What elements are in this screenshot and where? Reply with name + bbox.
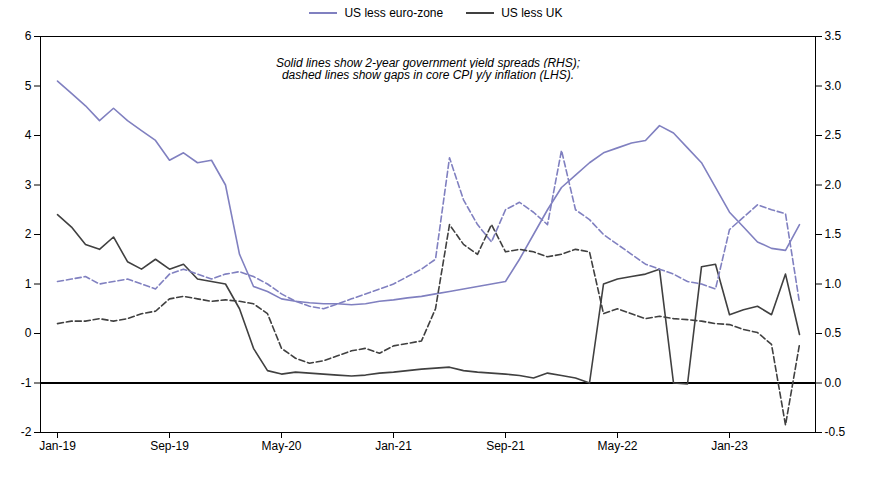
- svg-text:-2: -2: [21, 425, 32, 439]
- svg-text:4: 4: [25, 128, 32, 142]
- svg-text:Jan-23: Jan-23: [711, 439, 748, 453]
- svg-text:Sep-21: Sep-21: [486, 439, 525, 453]
- svg-text:Jan-21: Jan-21: [375, 439, 412, 453]
- svg-text:2.5: 2.5: [825, 128, 842, 142]
- svg-text:3.5: 3.5: [825, 29, 842, 43]
- svg-text:0.5: 0.5: [825, 326, 842, 340]
- svg-text:2.0: 2.0: [825, 178, 842, 192]
- svg-text:May-20: May-20: [261, 439, 301, 453]
- html-text:US less UK: US less UK: [501, 6, 563, 20]
- svg-text:0: 0: [25, 326, 32, 340]
- svg-text:6: 6: [25, 29, 32, 43]
- svg-text:1: 1: [25, 277, 32, 291]
- svg-text:-1: -1: [21, 376, 32, 390]
- svg-text:3: 3: [25, 178, 32, 192]
- svg-text:1.0: 1.0: [825, 277, 842, 291]
- svg-text:2: 2: [25, 227, 32, 241]
- svg-text:Solid lines show 2-year govern: Solid lines show 2-year government yield…: [276, 56, 580, 82]
- svg-text:May-22: May-22: [597, 439, 637, 453]
- html-text:US less euro-zone: US less euro-zone: [344, 6, 444, 20]
- svg-text:-0.5: -0.5: [825, 425, 846, 439]
- svg-text:1.5: 1.5: [825, 227, 842, 241]
- svg-text:3.0: 3.0: [825, 79, 842, 93]
- svg-text:0.0: 0.0: [825, 376, 842, 390]
- svg-text:Jan-19: Jan-19: [39, 439, 76, 453]
- svg-text:Sep-19: Sep-19: [150, 439, 189, 453]
- svg-text:5: 5: [25, 79, 32, 93]
